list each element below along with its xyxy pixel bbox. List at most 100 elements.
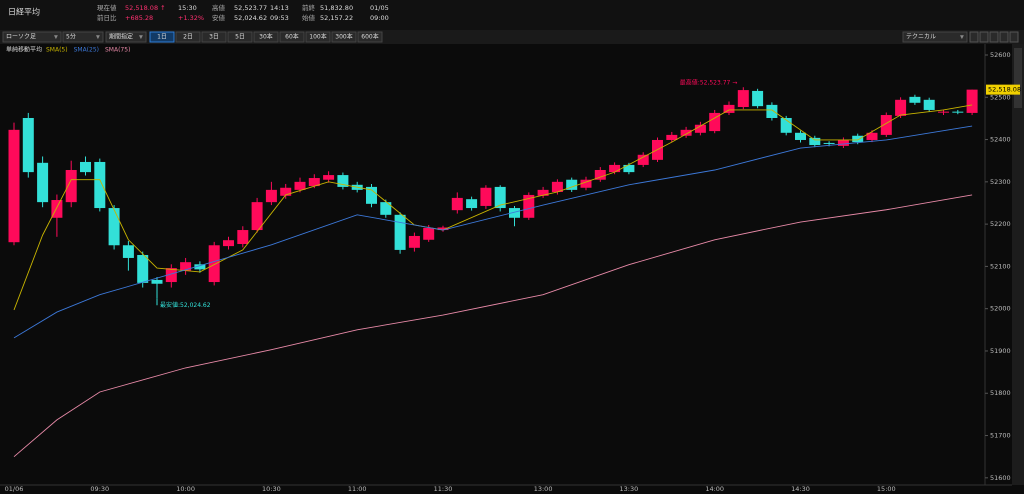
dropdown[interactable] (62, 31, 104, 43)
dropdown[interactable] (902, 31, 968, 43)
scrollbar[interactable] (1012, 44, 1024, 485)
field-time: 14:13 (270, 4, 289, 12)
y-tick-label: 51700 (990, 432, 1011, 440)
candle-body (380, 202, 392, 215)
field-label: 高値 (212, 3, 226, 12)
candle-body (837, 139, 849, 146)
field-label: 前日比 (97, 13, 117, 22)
candle-body (394, 214, 406, 250)
candle-body (180, 262, 192, 271)
candle-body (823, 142, 835, 144)
dropdown[interactable] (105, 31, 147, 43)
range-button[interactable] (331, 31, 357, 43)
last-price-label: 52,518.08 (988, 86, 1021, 94)
field-label: 前終 (302, 3, 316, 12)
candle-body (637, 154, 649, 165)
range-label[interactable]: 3日 (209, 34, 219, 41)
candle-body (709, 112, 721, 132)
range-label[interactable]: 100本 (309, 33, 326, 41)
y-tick-label: 52500 (990, 93, 1011, 101)
last-price-tag (986, 84, 1020, 95)
candle-body (137, 254, 149, 283)
candle-body (966, 89, 978, 113)
legend-title: 単純移動平均 (6, 46, 42, 54)
y-tick-label: 52200 (990, 220, 1011, 228)
candle-body (938, 111, 949, 113)
legend-entry: SMA(75) (105, 47, 130, 54)
candle-body (723, 104, 735, 113)
x-tick-label: 13:00 (534, 485, 553, 493)
dropdown-caret: ▼ (96, 35, 100, 41)
range-button[interactable] (253, 31, 279, 43)
tool-icon[interactable] (999, 31, 1009, 43)
range-label[interactable]: 2日 (183, 34, 193, 41)
candle-body (580, 179, 592, 188)
tool-icon[interactable] (979, 31, 989, 43)
candle-body (51, 200, 63, 218)
candle-body (523, 194, 535, 218)
range-label[interactable]: 60本 (285, 33, 299, 41)
candle-body (165, 268, 177, 283)
range-button[interactable] (201, 31, 227, 43)
candle-body (537, 189, 549, 196)
dropdown[interactable] (2, 31, 62, 43)
field-time: 09:53 (270, 14, 289, 22)
range-label[interactable]: 5日 (235, 34, 245, 41)
candle-body (766, 104, 778, 118)
candle-body (451, 197, 463, 211)
candle-body (408, 235, 420, 248)
candle-body (22, 117, 34, 173)
dropdown-label[interactable]: 5分 (66, 33, 76, 41)
range-label[interactable]: 30本 (259, 33, 273, 41)
candle-body (265, 189, 277, 203)
range-button[interactable] (357, 31, 383, 43)
candle-body (223, 240, 234, 247)
tool-icon[interactable] (969, 31, 979, 43)
y-tick-label: 51800 (990, 389, 1011, 397)
dropdown-label[interactable]: テクニカル (906, 34, 936, 41)
field-label: 現在値 (97, 3, 117, 12)
x-tick-label: 11:00 (348, 485, 367, 493)
dropdown-caret: ▼ (139, 35, 143, 41)
range-button[interactable] (175, 31, 201, 43)
candle-body (337, 175, 349, 187)
candle-body (423, 227, 435, 240)
sma-line (13, 104, 973, 311)
tool-icon[interactable] (989, 31, 999, 43)
x-tick-label: 11:30 (434, 485, 453, 493)
candle-body (866, 132, 878, 140)
candle-body (752, 90, 764, 107)
candle-body (294, 181, 306, 190)
tool-icon[interactable] (1009, 31, 1019, 43)
candle-body (65, 170, 77, 203)
x-tick-label: 14:00 (705, 485, 724, 493)
y-tick-label: 52300 (990, 178, 1011, 186)
range-button[interactable] (279, 31, 305, 43)
candle-body (680, 129, 692, 136)
field-value: 52,157.22 (320, 14, 353, 22)
range-button[interactable] (149, 31, 175, 43)
candle-body (94, 161, 106, 209)
dropdown-label[interactable]: ローソク足 (6, 34, 36, 41)
y-tick-label: 52400 (990, 136, 1011, 144)
range-label[interactable]: 1日 (157, 34, 167, 41)
range-button[interactable] (305, 31, 331, 43)
field-value: 52,518.08 ↑ (125, 4, 166, 12)
x-tick-label: 13:30 (620, 485, 639, 493)
legend-entry: SMA(5) (46, 47, 68, 54)
candle-body (37, 162, 49, 203)
range-label[interactable]: 600本 (361, 33, 378, 41)
candle-body (466, 199, 478, 209)
candle-body (208, 245, 220, 283)
range-button[interactable] (227, 31, 253, 43)
field-time: 01/05 (370, 4, 389, 12)
candle-body (280, 187, 292, 196)
dropdown-label[interactable]: 期間指定 (109, 33, 133, 41)
candle-body (80, 161, 91, 173)
y-tick-label: 52000 (990, 305, 1011, 313)
scroll-thumb[interactable] (1014, 48, 1022, 108)
legend-entry: SMA(25) (74, 47, 99, 54)
range-label[interactable]: 300本 (335, 33, 352, 41)
candle-body (108, 208, 120, 246)
field-value: 52,024.62 (234, 14, 267, 22)
